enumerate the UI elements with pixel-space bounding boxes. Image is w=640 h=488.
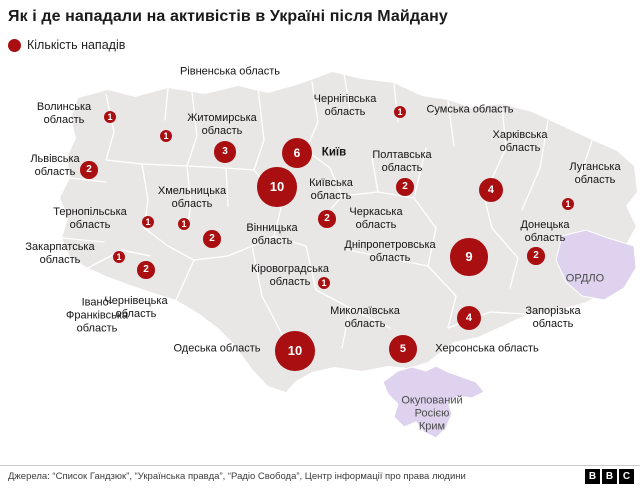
footer-divider [0, 465, 640, 466]
region-label: Волинська область [36, 101, 92, 126]
region-label: Херсонська область [435, 342, 539, 355]
attack-count-marker: 1 [112, 250, 126, 264]
attack-count-marker: 4 [478, 177, 504, 203]
attack-count-marker: 1 [393, 105, 407, 119]
region-label: Львівська область [30, 153, 80, 178]
region-label: Донецька область [520, 219, 570, 244]
attack-count-marker: 1 [317, 276, 331, 290]
legend: Кількість нападів [8, 38, 125, 52]
attack-count-marker: 2 [80, 161, 98, 179]
region-label: Івано- Франківська область [65, 296, 129, 335]
region-label: Чернігівська область [313, 93, 377, 118]
region-label: Миколаївська область [330, 305, 400, 330]
region-label: Черкаська область [349, 206, 403, 231]
region-label: Київська область [309, 177, 353, 202]
attack-count-marker: 1 [141, 215, 155, 229]
region-label: Рівненська область [179, 65, 281, 78]
region-label: Київ [321, 146, 347, 159]
attack-count-marker: 1 [159, 129, 173, 143]
attack-count-marker: 9 [450, 238, 488, 276]
region-label: Чернівецька область [104, 295, 168, 320]
ordlo-region [555, 229, 637, 301]
attack-count-marker: 2 [137, 261, 155, 279]
attack-count-marker: 1 [177, 217, 191, 231]
region-label: Харківська область [492, 129, 548, 154]
attack-count-marker: 10 [257, 167, 297, 207]
region-label: Сумська область [426, 103, 514, 116]
region-label: Тернопільська область [53, 206, 127, 231]
attack-count-marker: 4 [456, 305, 482, 331]
region-label: Одеська область [173, 342, 261, 355]
attack-count-marker: 5 [389, 335, 417, 363]
bbc-logo-block-b2: B [602, 469, 617, 484]
attack-count-marker: 6 [281, 137, 313, 169]
region-label: Хмельницька область [157, 185, 227, 210]
attack-count-marker: 3 [214, 141, 236, 163]
attack-count-legend-icon [8, 38, 21, 52]
attack-count-marker: 2 [527, 247, 545, 265]
region-label: Дніпропетровська область [344, 239, 436, 264]
attack-count-marker: 2 [396, 178, 414, 196]
page-title: Як і де нападали на активістів в Україні… [8, 8, 448, 25]
region-label: Луганська область [569, 161, 621, 186]
attack-count-marker: 1 [103, 110, 117, 124]
sources-text: Джерела: “Список Гандзюк”, “Українська п… [8, 471, 466, 482]
attack-count-marker: 1 [561, 197, 575, 211]
region-label: ОРДЛО [565, 272, 605, 285]
region-label: Запорізька область [525, 305, 581, 330]
bbc-logo-block-c: C [619, 469, 634, 484]
attack-count-marker: 10 [275, 331, 315, 371]
region-label: Окупований Росією Крим [401, 394, 463, 433]
region-label: Закарпатська область [25, 241, 95, 266]
attack-count-marker: 2 [318, 210, 336, 228]
crimea-region [382, 365, 485, 439]
region-label: Житомирська область [187, 112, 257, 137]
bbc-logo: B B C [585, 469, 634, 484]
region-label: Вінницька область [246, 222, 298, 247]
region-label: Кіровоградська область [251, 263, 329, 288]
region-label: Полтавська область [372, 149, 432, 174]
bbc-logo-block-b1: B [585, 469, 600, 484]
legend-label: Кількість нападів [27, 38, 126, 52]
attack-count-marker: 2 [203, 230, 221, 248]
